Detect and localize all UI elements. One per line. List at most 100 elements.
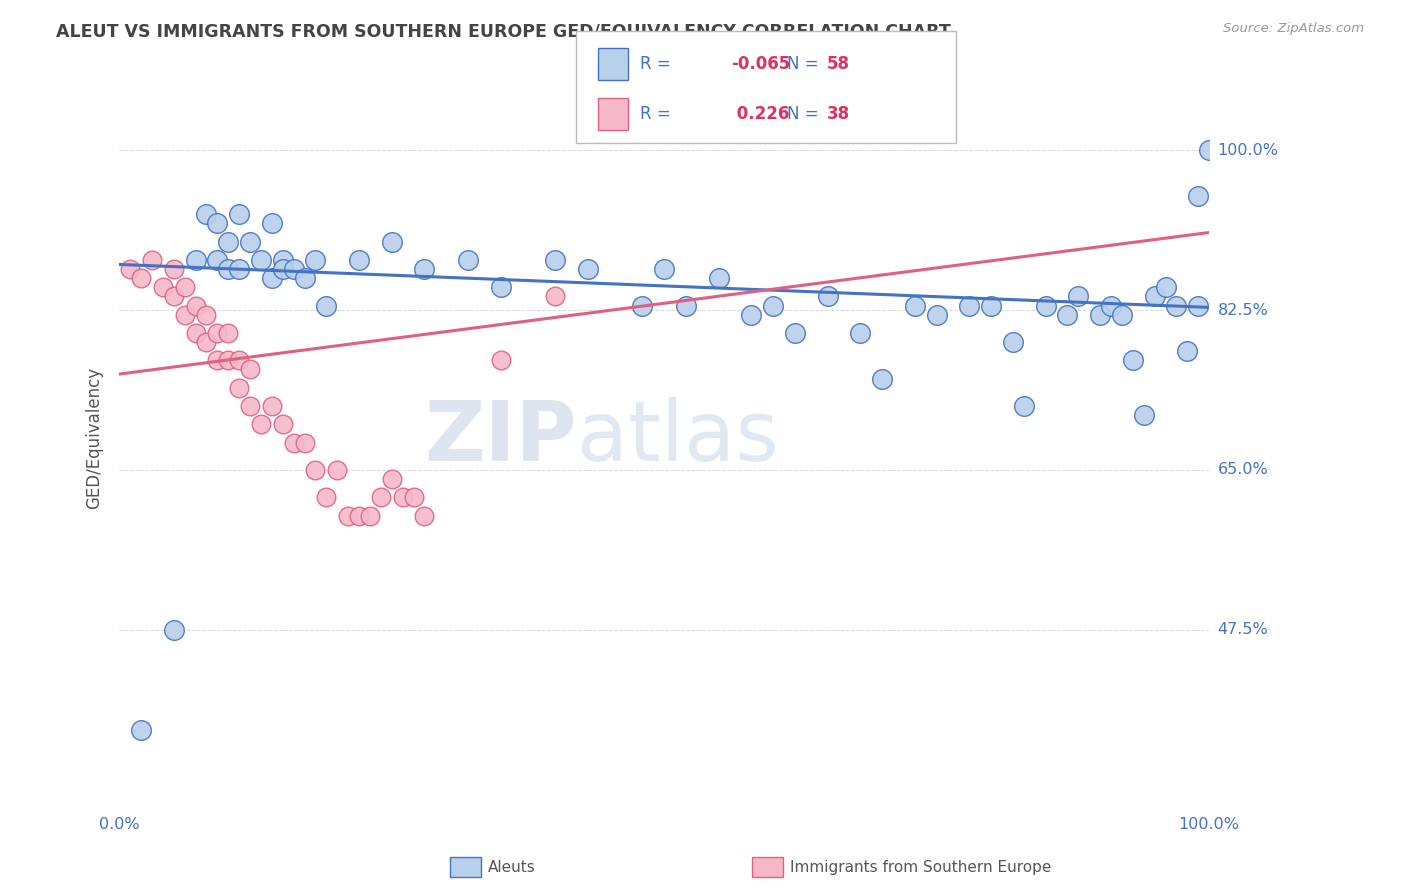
Point: [957, 299, 980, 313]
Point: [402, 491, 425, 505]
Text: 0.0%: 0.0%: [98, 817, 139, 832]
Point: [576, 262, 599, 277]
Point: [489, 280, 512, 294]
Point: [195, 335, 218, 350]
Point: [260, 216, 283, 230]
Point: [228, 353, 250, 368]
Text: 65.0%: 65.0%: [1218, 462, 1268, 477]
Point: [217, 326, 239, 340]
Point: [304, 463, 326, 477]
Point: [173, 308, 195, 322]
Point: [1177, 344, 1199, 359]
Point: [326, 463, 349, 477]
Point: [184, 326, 207, 340]
Point: [347, 252, 370, 267]
Point: [129, 271, 152, 285]
Point: [544, 252, 567, 267]
Text: R =: R =: [640, 104, 676, 122]
Point: [489, 353, 512, 368]
Point: [1187, 189, 1209, 203]
Point: [980, 299, 1002, 313]
Point: [228, 262, 250, 277]
Point: [1122, 353, 1144, 368]
Point: [184, 252, 207, 267]
Point: [359, 508, 381, 523]
Point: [260, 271, 283, 285]
Point: [207, 326, 229, 340]
Text: 38: 38: [827, 104, 849, 122]
Point: [675, 299, 697, 313]
Point: [347, 508, 370, 523]
Point: [217, 235, 239, 249]
Point: [207, 353, 229, 368]
Point: [228, 207, 250, 221]
Point: [381, 235, 404, 249]
Point: [217, 262, 239, 277]
Point: [1111, 308, 1133, 322]
Point: [271, 262, 294, 277]
Point: [413, 508, 436, 523]
Text: 58: 58: [827, 55, 849, 73]
Point: [294, 435, 316, 450]
Text: R =: R =: [640, 55, 676, 73]
Point: [1133, 408, 1156, 422]
Point: [129, 723, 152, 738]
Point: [195, 308, 218, 322]
Point: [1187, 299, 1209, 313]
Point: [1056, 308, 1078, 322]
Point: [173, 280, 195, 294]
Point: [1143, 289, 1166, 303]
Point: [870, 371, 893, 385]
Text: atlas: atlas: [576, 398, 779, 478]
Point: [740, 308, 762, 322]
Text: Immigrants from Southern Europe: Immigrants from Southern Europe: [790, 860, 1052, 874]
Text: ALEUT VS IMMIGRANTS FROM SOUTHERN EUROPE GED/EQUIVALENCY CORRELATION CHART: ALEUT VS IMMIGRANTS FROM SOUTHERN EUROPE…: [56, 22, 950, 40]
Point: [217, 353, 239, 368]
Text: N =: N =: [787, 55, 824, 73]
Text: 0.226: 0.226: [731, 104, 790, 122]
Point: [631, 299, 654, 313]
Point: [250, 252, 273, 267]
Point: [652, 262, 675, 277]
Text: N =: N =: [787, 104, 824, 122]
Point: [783, 326, 806, 340]
Point: [1090, 308, 1112, 322]
Text: 47.5%: 47.5%: [1218, 623, 1268, 637]
Text: Source: ZipAtlas.com: Source: ZipAtlas.com: [1223, 22, 1364, 36]
Point: [337, 508, 360, 523]
Point: [544, 289, 567, 303]
Point: [207, 216, 229, 230]
Point: [849, 326, 872, 340]
Point: [271, 417, 294, 432]
Point: [163, 262, 186, 277]
Point: [152, 280, 174, 294]
Point: [1012, 399, 1035, 413]
Point: [239, 362, 262, 376]
Point: [120, 262, 142, 277]
Point: [163, 623, 186, 637]
Point: [304, 252, 326, 267]
Point: [283, 262, 305, 277]
Point: [1154, 280, 1177, 294]
Point: [260, 399, 283, 413]
Point: [1067, 289, 1090, 303]
Text: 100.0%: 100.0%: [1178, 817, 1240, 832]
Point: [762, 299, 785, 313]
Point: [381, 472, 404, 486]
Point: [1198, 143, 1220, 157]
Point: [391, 491, 413, 505]
Y-axis label: GED/Equivalency: GED/Equivalency: [86, 367, 103, 509]
Text: -0.065: -0.065: [731, 55, 790, 73]
Point: [1166, 299, 1188, 313]
Point: [1099, 299, 1122, 313]
Point: [228, 381, 250, 395]
Point: [457, 252, 479, 267]
Text: Aleuts: Aleuts: [488, 860, 536, 874]
Point: [315, 299, 337, 313]
Point: [184, 299, 207, 313]
Point: [315, 491, 337, 505]
Point: [163, 289, 186, 303]
Point: [904, 299, 927, 313]
Point: [413, 262, 436, 277]
Point: [707, 271, 730, 285]
